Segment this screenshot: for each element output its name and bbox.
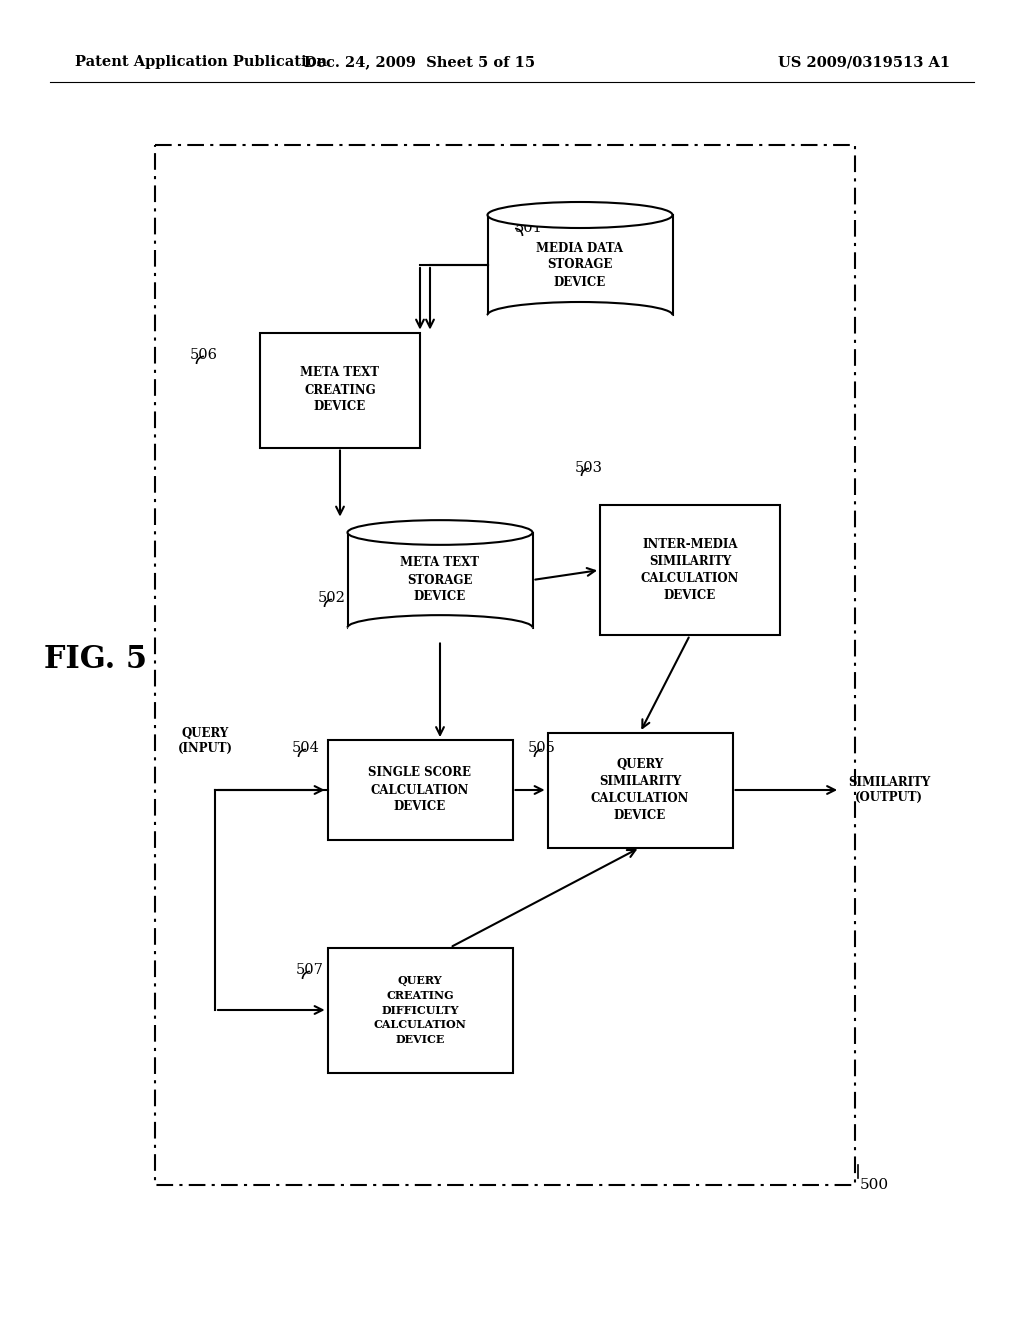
Text: 502: 502: [318, 591, 346, 605]
Text: 501: 501: [515, 220, 543, 235]
Text: QUERY
(INPUT): QUERY (INPUT): [177, 727, 232, 755]
Bar: [600, 506, 780, 635]
Text: 505: 505: [528, 741, 556, 755]
Text: 503: 503: [575, 461, 603, 475]
Ellipse shape: [487, 202, 673, 228]
Bar: [347, 532, 532, 627]
Text: 500: 500: [860, 1177, 889, 1192]
Bar: [487, 215, 673, 315]
Bar: [328, 741, 512, 840]
Text: SINGLE SCORE
CALCULATION
DEVICE: SINGLE SCORE CALCULATION DEVICE: [369, 767, 471, 813]
Text: FIG. 5: FIG. 5: [43, 644, 146, 676]
Text: MEDIA DATA
STORAGE
DEVICE: MEDIA DATA STORAGE DEVICE: [537, 242, 624, 289]
Ellipse shape: [347, 615, 532, 640]
Text: SIMILARITY
(OUTPUT): SIMILARITY (OUTPUT): [848, 776, 930, 804]
Text: INTER-MEDIA
SIMILARITY
CALCULATION
DEVICE: INTER-MEDIA SIMILARITY CALCULATION DEVIC…: [641, 539, 739, 602]
Text: 504: 504: [292, 741, 319, 755]
Bar: [260, 333, 420, 447]
Text: US 2009/0319513 A1: US 2009/0319513 A1: [778, 55, 950, 69]
Text: QUERY
CREATING
DIFFICULTY
CALCULATION
DEVICE: QUERY CREATING DIFFICULTY CALCULATION DE…: [374, 975, 467, 1044]
Text: META TEXT
STORAGE
DEVICE: META TEXT STORAGE DEVICE: [400, 557, 479, 603]
Bar: [548, 733, 732, 847]
Ellipse shape: [487, 302, 673, 327]
Text: QUERY
SIMILARITY
CALCULATION
DEVICE: QUERY SIMILARITY CALCULATION DEVICE: [591, 758, 689, 822]
Text: Patent Application Publication: Patent Application Publication: [75, 55, 327, 69]
Text: 507: 507: [296, 964, 324, 977]
Text: Dec. 24, 2009  Sheet 5 of 15: Dec. 24, 2009 Sheet 5 of 15: [304, 55, 536, 69]
Text: 506: 506: [190, 348, 218, 362]
Text: META TEXT
CREATING
DEVICE: META TEXT CREATING DEVICE: [300, 367, 380, 413]
Bar: [328, 948, 512, 1072]
Ellipse shape: [347, 520, 532, 545]
